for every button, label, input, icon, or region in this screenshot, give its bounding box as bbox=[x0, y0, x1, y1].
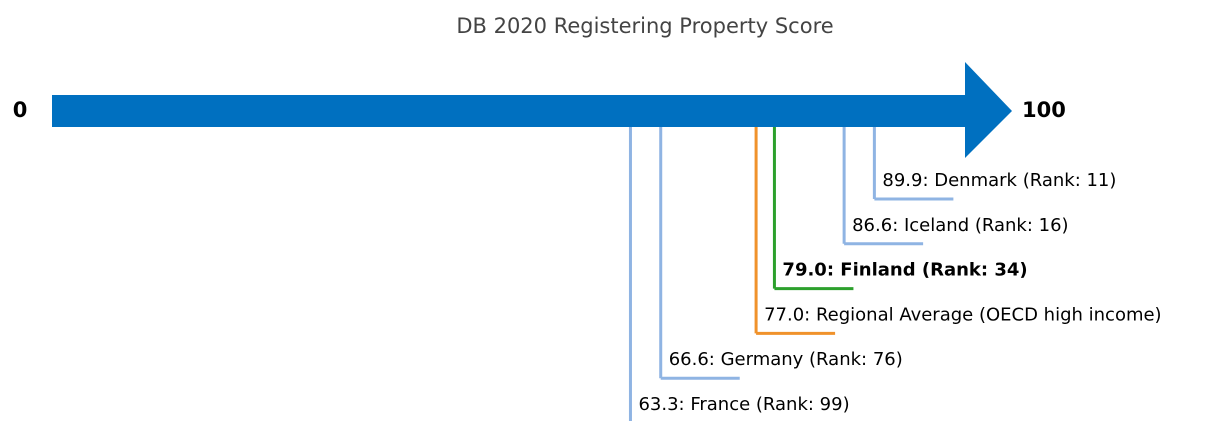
x-tick-label: 100 bbox=[1022, 98, 1066, 122]
marker-label: 86.6: Iceland (Rank: 16) bbox=[852, 215, 1068, 236]
marker-label: 66.6: Germany (Rank: 76) bbox=[669, 349, 903, 370]
x-tick-label: 0 bbox=[13, 98, 28, 122]
marker-label: 63.3: France (Rank: 99) bbox=[638, 394, 849, 415]
chart-title: DB 2020 Registering Property Score bbox=[456, 14, 833, 38]
marker-label: 89.9: Denmark (Rank: 11) bbox=[882, 170, 1116, 191]
marker-label: 79.0: Finland (Rank: 34) bbox=[782, 260, 1027, 281]
axis-arrow-shaft bbox=[52, 95, 967, 127]
axis-arrow-head bbox=[965, 62, 1012, 158]
marker-label: 77.0: Regional Average (OECD high income… bbox=[764, 304, 1162, 325]
